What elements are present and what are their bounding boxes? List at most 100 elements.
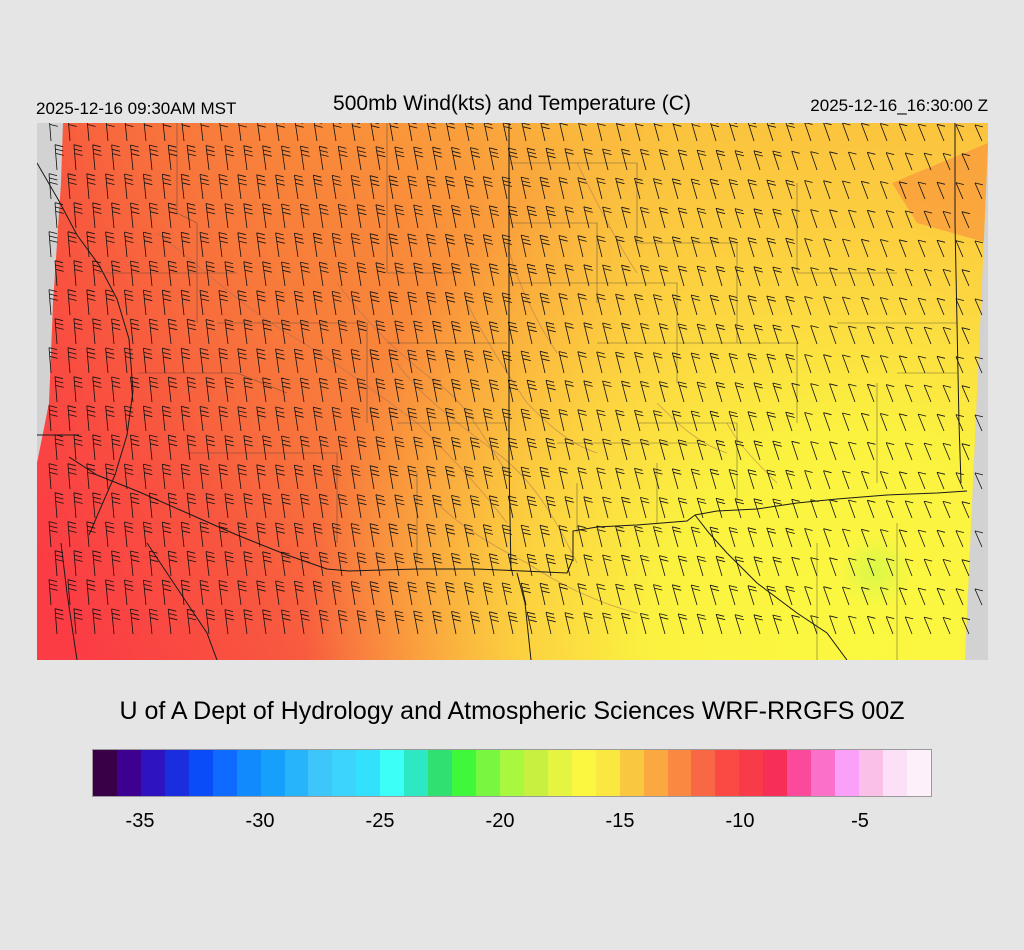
wind-barb bbox=[936, 529, 946, 548]
wind-barb bbox=[86, 231, 96, 258]
wind-barb bbox=[974, 298, 983, 316]
wind-barb bbox=[942, 501, 952, 519]
wind-barb bbox=[634, 583, 644, 606]
wind-barb bbox=[640, 207, 650, 229]
wind-barb bbox=[413, 436, 424, 461]
wind-barb bbox=[470, 321, 481, 345]
wind-barb bbox=[407, 233, 418, 258]
wind-barb bbox=[124, 173, 134, 200]
wind-barb bbox=[621, 206, 631, 229]
wind-barb bbox=[602, 148, 612, 171]
wind-barb bbox=[634, 409, 644, 432]
wind-barb bbox=[545, 553, 556, 577]
wind-barb bbox=[54, 550, 64, 577]
wind-barb bbox=[558, 583, 568, 606]
wind-barb bbox=[974, 182, 983, 200]
wind-barb bbox=[501, 466, 512, 490]
wind-barb bbox=[577, 525, 587, 548]
wind-barb bbox=[54, 260, 64, 287]
wind-barb bbox=[124, 231, 134, 258]
wind-barb bbox=[577, 467, 587, 490]
colorbar-swatch bbox=[523, 750, 548, 796]
wind-barb bbox=[218, 522, 229, 548]
wind-barb bbox=[696, 207, 707, 229]
wind-barb bbox=[54, 376, 64, 403]
wind-barb bbox=[186, 260, 197, 287]
wind-barb bbox=[545, 495, 556, 519]
wind-barb bbox=[634, 123, 644, 142]
wind-barb bbox=[747, 123, 757, 142]
wind-barb bbox=[596, 409, 606, 432]
wind-barb bbox=[54, 492, 64, 519]
colorbar-swatch bbox=[332, 750, 357, 796]
wind-barb bbox=[281, 493, 291, 519]
wind-barb bbox=[130, 492, 140, 519]
wind-barb bbox=[526, 321, 537, 345]
wind-barb bbox=[92, 376, 102, 403]
wind-barb bbox=[426, 291, 437, 316]
wind-barb bbox=[48, 173, 58, 200]
wind-barb bbox=[671, 236, 682, 258]
wind-barb bbox=[318, 145, 329, 171]
wind-barb bbox=[432, 204, 443, 229]
wind-barb bbox=[823, 180, 832, 200]
wind-barb bbox=[275, 522, 285, 548]
wind-barb bbox=[294, 123, 304, 142]
wind-barb bbox=[256, 290, 266, 316]
wind-barb bbox=[369, 407, 380, 432]
wind-barb bbox=[804, 528, 813, 548]
wind-barb bbox=[143, 579, 153, 606]
wind-barb bbox=[709, 584, 720, 606]
wind-barb bbox=[785, 179, 795, 200]
wind-barb bbox=[224, 261, 235, 287]
wind-barb bbox=[658, 381, 669, 403]
wind-barb bbox=[407, 407, 418, 432]
wind-barb bbox=[92, 260, 102, 287]
wind-barb bbox=[318, 609, 329, 635]
wind-barb bbox=[331, 233, 342, 258]
wind-barb bbox=[653, 236, 663, 258]
wind-barb bbox=[48, 231, 58, 258]
wind-barb bbox=[262, 203, 272, 229]
wind-barb bbox=[520, 524, 531, 548]
wind-barb bbox=[848, 383, 857, 403]
wind-barb bbox=[596, 235, 606, 258]
wind-barb bbox=[149, 318, 159, 345]
wind-barb bbox=[413, 552, 424, 577]
wind-barb bbox=[464, 123, 475, 142]
wind-barb bbox=[394, 436, 405, 461]
wind-barb bbox=[804, 238, 813, 258]
wind-barb bbox=[898, 297, 908, 316]
wind-barb bbox=[690, 526, 701, 548]
wind-barb bbox=[180, 347, 191, 374]
wind-barb bbox=[149, 608, 159, 635]
wind-barb bbox=[923, 268, 933, 287]
colorbar-swatch bbox=[260, 750, 285, 796]
wind-barb bbox=[488, 495, 499, 519]
wind-barb bbox=[785, 237, 795, 258]
wind-barb bbox=[961, 443, 970, 461]
wind-barb bbox=[658, 323, 669, 345]
wind-barb bbox=[318, 435, 329, 461]
wind-barb bbox=[810, 499, 819, 519]
wind-barb bbox=[766, 469, 776, 490]
wind-barb bbox=[237, 348, 247, 374]
wind-barb bbox=[578, 123, 587, 142]
wind-barb bbox=[369, 291, 380, 316]
wind-barb bbox=[350, 291, 361, 316]
wind-barb bbox=[791, 208, 800, 229]
wind-barb bbox=[734, 614, 745, 635]
wind-barb bbox=[337, 204, 348, 229]
wind-barb bbox=[488, 437, 499, 461]
wind-barb bbox=[791, 440, 800, 461]
wind-barb bbox=[375, 146, 386, 171]
wind-barb bbox=[124, 463, 134, 490]
wind-barb bbox=[224, 493, 235, 519]
wind-barb bbox=[281, 551, 291, 577]
wind-barb bbox=[167, 550, 178, 577]
wind-barb bbox=[413, 494, 424, 519]
wind-barb bbox=[596, 351, 606, 374]
wind-barb bbox=[300, 377, 310, 403]
colorbar-swatch bbox=[140, 750, 165, 796]
wind-barb bbox=[772, 440, 782, 461]
